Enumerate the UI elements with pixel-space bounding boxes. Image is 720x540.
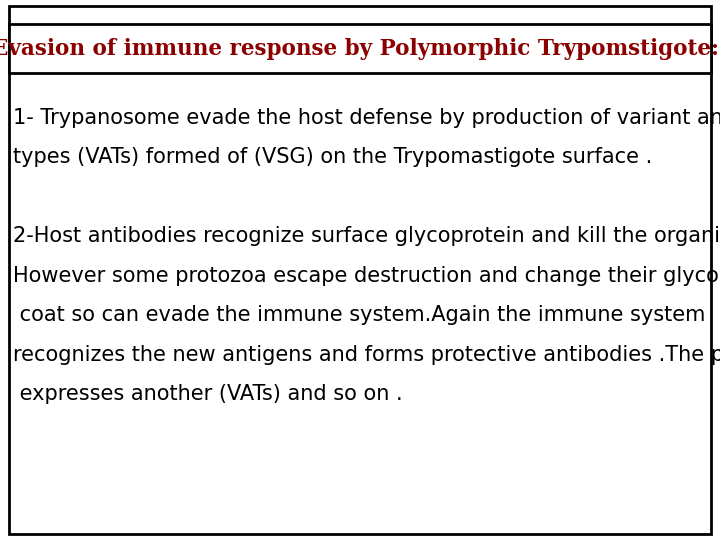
Text: recognizes the new antigens and forms protective antibodies .The protozoa: recognizes the new antigens and forms pr… <box>13 345 720 364</box>
Text: coat so can evade the immune system.Again the immune system: coat so can evade the immune system.Agai… <box>13 305 706 325</box>
Text: 1- Trypanosome evade the host defense by production of variant antigenic: 1- Trypanosome evade the host defense by… <box>13 108 720 128</box>
Text: Evasion of immune response by Polymorphic Trypomstigote:-: Evasion of immune response by Polymorphi… <box>0 38 720 59</box>
Text: However some protozoa escape destruction and change their glycoprotein: However some protozoa escape destruction… <box>13 266 720 286</box>
Bar <box>9 24 711 73</box>
Text: expresses another (VATs) and so on .: expresses another (VATs) and so on . <box>13 384 402 404</box>
Text: 2-Host antibodies recognize surface glycoprotein and kill the organisms.: 2-Host antibodies recognize surface glyc… <box>13 226 720 246</box>
Text: types (VATs) formed of (VSG) on the Trypomastigote surface .: types (VATs) formed of (VSG) on the Tryp… <box>13 147 652 167</box>
